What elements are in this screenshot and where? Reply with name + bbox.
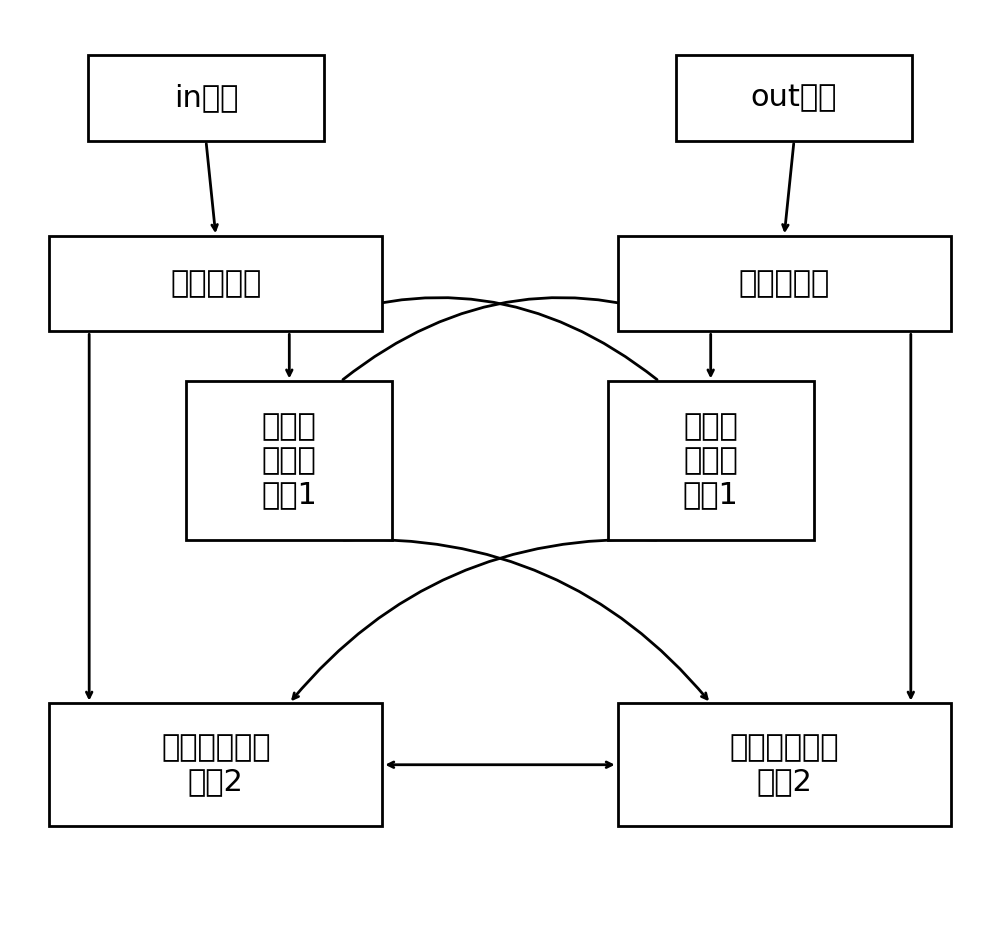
FancyBboxPatch shape [608, 382, 814, 540]
FancyBboxPatch shape [618, 704, 951, 826]
Text: 峡核大细胞部
细胞2: 峡核大细胞部 细胞2 [729, 733, 839, 796]
FancyBboxPatch shape [88, 55, 324, 141]
Text: out输入: out输入 [751, 83, 837, 112]
Text: 视顶盖细胞: 视顶盖细胞 [170, 269, 261, 298]
Text: 峡核大
细胞部
细胞1: 峡核大 细胞部 细胞1 [683, 413, 739, 508]
Text: in输入: in输入 [174, 83, 238, 112]
FancyBboxPatch shape [186, 382, 392, 540]
FancyBboxPatch shape [49, 236, 382, 332]
FancyBboxPatch shape [49, 704, 382, 826]
Text: 视顶盖细胞: 视顶盖细胞 [739, 269, 830, 298]
Text: 峡核大
细胞部
细胞1: 峡核大 细胞部 细胞1 [261, 413, 317, 508]
FancyBboxPatch shape [618, 236, 951, 332]
FancyBboxPatch shape [676, 55, 912, 141]
Text: 峡核大细胞部
细胞2: 峡核大细胞部 细胞2 [161, 733, 271, 796]
